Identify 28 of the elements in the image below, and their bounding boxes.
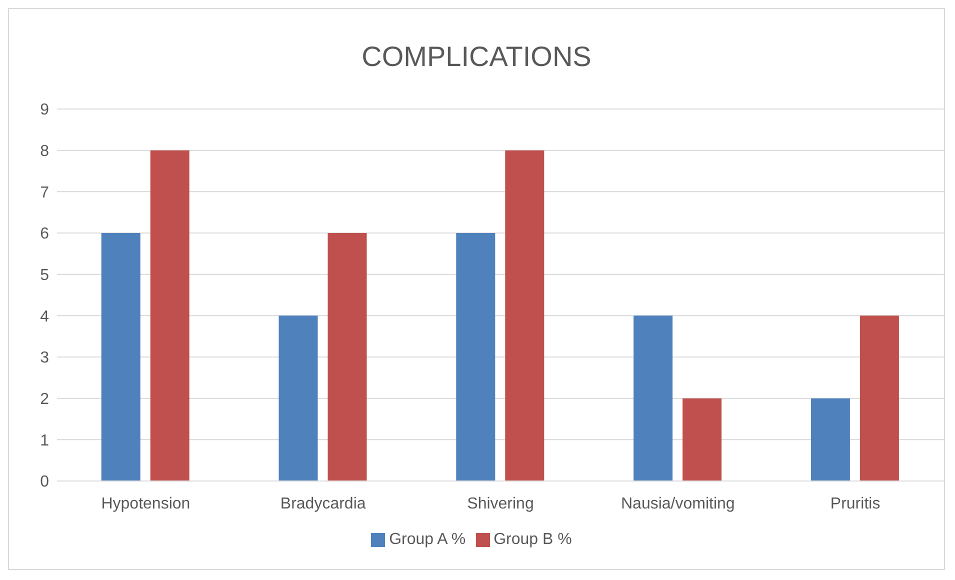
legend-label: Group B % [494,531,572,548]
x-tick-label: Hypotension [101,495,190,512]
y-tick-label: 4 [40,308,50,326]
bar [456,233,496,481]
y-tick-label: 7 [40,184,50,202]
bar [860,316,899,481]
bar [328,233,367,481]
bar [101,233,140,481]
bar [634,316,673,481]
y-tick-label: 8 [40,143,50,160]
y-tick-label: 6 [40,226,50,243]
bar [505,150,544,481]
bar [682,398,722,481]
x-tick-label: Shivering [467,495,534,512]
bar [810,398,850,481]
y-tick-label: 0 [40,474,50,491]
legend-label: Group A % [389,531,466,548]
bar [278,316,318,481]
y-tick-label: 5 [40,267,50,284]
x-tick-label: Bradycardia [280,495,366,512]
x-tick-label: Nausia/vomiting [620,495,735,512]
y-tick-label: 1 [40,432,50,450]
y-tick-label: 2 [40,391,50,408]
bar [150,150,190,481]
y-tick-label: 3 [40,350,50,367]
x-tick-label: Pruritis [830,495,880,512]
chart-title: COMPLICATIONS [360,41,592,73]
y-tick-label: 9 [40,102,50,119]
